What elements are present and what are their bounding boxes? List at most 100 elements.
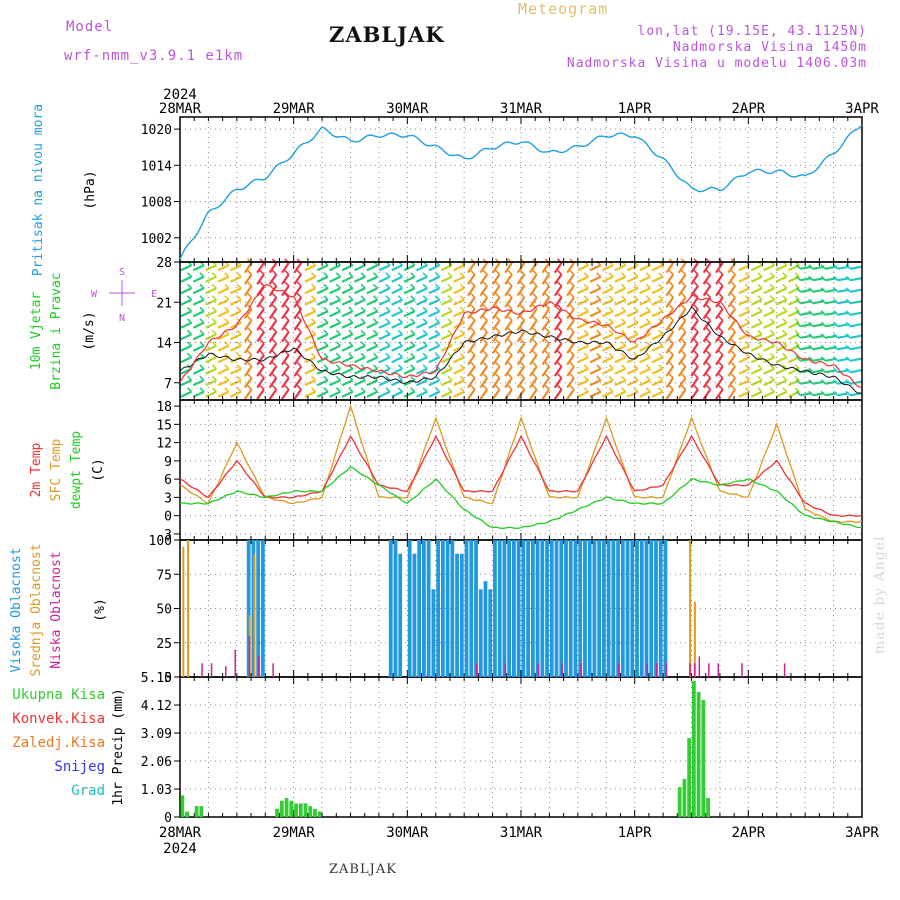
cloud-unit-label: (%) [93,598,108,621]
wind-barb [391,390,403,398]
wind-barb [589,333,602,341]
wind-barb-flag [507,361,513,367]
wind-barb [378,344,391,352]
wind-barb-flag [224,375,230,381]
y-tick-label: 1002 [141,232,172,247]
wind-barb [738,264,751,272]
cloud-low-bar [717,663,720,677]
wind-barb-flag [620,306,627,312]
wind-barb-flag [681,350,687,356]
wind-barb-flag [782,295,788,301]
wind-barb [205,390,217,398]
wind-barb [316,310,329,318]
wind-barb [849,265,862,270]
wind-barb-flag [833,264,839,270]
wind-barb-flag [705,281,711,287]
wind-barb-flag [495,327,501,333]
wind-barb [180,390,193,398]
wind-barb [440,344,453,352]
cloud-high-bar [526,540,530,677]
wind-barb [366,344,379,352]
wind-barb-flag [557,361,563,367]
wind-barb-flag [833,321,839,327]
wind-barb-flag [447,364,453,370]
wind-barb-flag [569,292,575,298]
wind-barb [243,377,253,389]
wind-barb [750,264,763,272]
wind-barb [577,333,589,341]
wind-barb [702,365,712,377]
wind-barb [403,321,416,329]
wind-barb-flag [658,341,664,347]
wind-barb-flag [544,361,550,367]
wind-barb [341,379,354,387]
wind-barb [217,379,230,387]
y-tick-label: 5.15 [141,671,172,686]
wind-barb [626,264,639,272]
y-tick-label: 1014 [141,159,172,174]
wind-barb [516,319,526,331]
wind-barb [601,275,614,283]
wind-barb-flag [410,352,416,358]
wind-barb [192,333,205,341]
wind-barb [750,310,763,318]
wind-barb [702,354,712,366]
cloud-low-bar [708,663,710,677]
wind-barb-flag [820,333,826,339]
wind-barb-flag [608,375,614,381]
wind-barb-flag [633,318,639,324]
wind-barb [553,342,563,354]
wind-barb [415,298,428,306]
wind-barb [268,342,278,354]
wind-barb-flag [744,306,751,312]
wind-barb-flag [658,295,664,301]
wind-barb [180,333,193,341]
wind-barb [403,287,416,295]
wind-barb-flag [845,275,851,281]
wind-barb [329,390,341,398]
cloud-mid-bar [182,546,185,677]
wind-barb [849,334,862,339]
cloud-high-bar [564,540,568,677]
wind-barb [192,344,205,352]
cloud-high-bar [625,540,630,677]
wind-barb [677,262,687,274]
date-label-bottom: 1APR [618,825,652,841]
wind-barb-flag [470,292,476,298]
wind-barb-flag [482,373,488,379]
wind-barb [491,365,501,377]
wind-barb [341,298,354,306]
wind-barb [353,275,366,283]
wind-barb [192,275,205,283]
wind-barb-flag [608,364,614,370]
wind-barb-flag [782,364,788,370]
precip-bar [289,800,294,817]
wind-barb [690,354,699,366]
wind-barb-flag [495,361,501,367]
wind-barb-flag [718,350,724,356]
wind-barb [479,365,489,377]
wind-barb-flag [335,295,341,301]
y-tick-label: 7 [164,377,172,392]
wind-barb [217,333,230,341]
wind-barb-flag [596,306,602,312]
wind-barb [205,264,217,272]
wind-barb [639,321,651,329]
wind-barb-flag [459,387,465,393]
cloud-high-bar [455,553,459,677]
wind-barb-flag [557,292,563,298]
wind-barb-flag [668,384,674,390]
wind-barb-flag [284,361,290,367]
wind-barb [614,367,627,375]
wind-barb-flag [495,304,501,310]
wind-barb-flag [845,287,851,293]
cloud-high-bar [578,540,583,677]
wind-barb [378,275,391,283]
wind-barb-flag [410,283,416,289]
wind-barb [702,377,712,389]
cloud-high-bar [601,540,606,677]
wind-barb-flag [757,272,763,278]
wind-barb-flag [296,292,302,298]
wind-barb-flag [284,281,290,287]
wind-barb [256,262,265,274]
